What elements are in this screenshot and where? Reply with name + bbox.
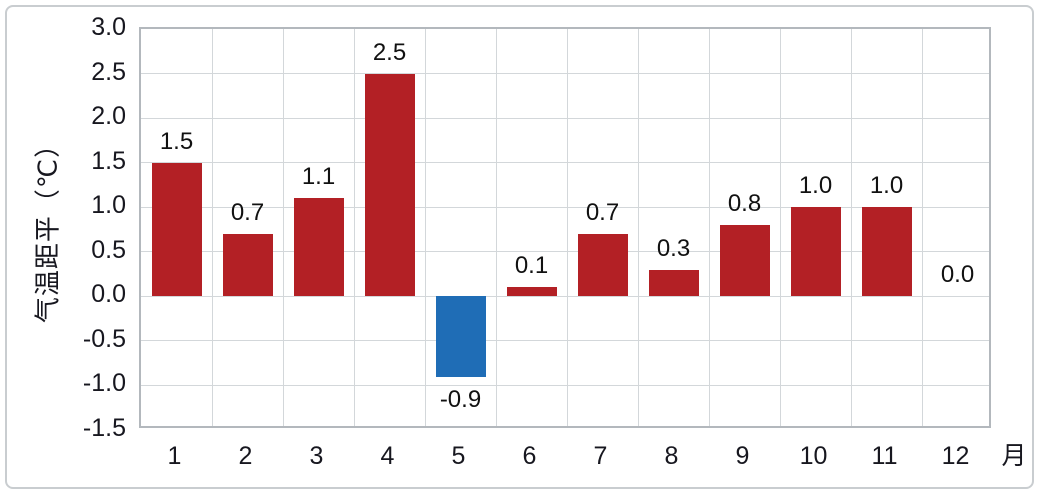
- bar-value-label: 1.5: [159, 127, 194, 155]
- gridline-vertical: [211, 29, 213, 426]
- gridline-vertical: [566, 29, 568, 426]
- bar-value-label: 0.7: [585, 198, 620, 226]
- bar-value-label: -0.9: [439, 385, 482, 413]
- gridline-vertical: [424, 29, 426, 426]
- y-tick-label: 1.5: [91, 146, 126, 175]
- gridline-horizontal: [141, 73, 989, 75]
- gridline-horizontal: [141, 340, 989, 342]
- bar-month-1: [151, 162, 202, 297]
- bar-value-label: 2.5: [372, 38, 407, 66]
- bar-month-11: [861, 207, 912, 297]
- y-tick-label: 2.5: [91, 57, 126, 86]
- x-tick-label-month-1: 1: [167, 442, 182, 470]
- gridline-horizontal: [141, 384, 989, 386]
- x-tick-label-month-12: 12: [941, 442, 970, 470]
- y-tick-label: -1.5: [82, 414, 126, 442]
- x-tick-label-month-5: 5: [451, 442, 466, 470]
- gridline-vertical: [708, 29, 710, 426]
- bar-month-9: [719, 225, 770, 297]
- bar-month-4: [364, 73, 415, 297]
- gridline-horizontal: [141, 206, 989, 208]
- x-tick-label-month-3: 3: [309, 442, 324, 470]
- bar-value-label: 1.0: [798, 172, 833, 200]
- y-tick-label: 0.0: [91, 280, 126, 309]
- x-tick-label-month-10: 10: [799, 442, 828, 470]
- bar-value-label: 0.8: [727, 190, 762, 218]
- y-tick-label: -1.0: [82, 369, 126, 398]
- bar-value-label: 1.0: [869, 172, 904, 200]
- gridline-horizontal: [141, 162, 989, 164]
- gridline-vertical: [850, 29, 852, 426]
- bar-month-10: [790, 207, 841, 297]
- bar-month-3: [293, 198, 344, 297]
- bar-value-label: 0.0: [940, 261, 975, 289]
- bar-month-6: [506, 287, 557, 297]
- gridline-horizontal: [141, 251, 989, 253]
- bar-month-7: [577, 233, 628, 297]
- y-tick-label: 1.0: [91, 191, 126, 220]
- x-tick-label-month-8: 8: [664, 442, 679, 470]
- bar-value-label: 0.3: [656, 234, 691, 262]
- x-tick-label-month-4: 4: [380, 442, 395, 470]
- gridline-vertical: [495, 29, 497, 426]
- bar-month-8: [648, 269, 699, 297]
- gridline-vertical: [921, 29, 923, 426]
- bar-month-5: [435, 296, 486, 377]
- gridline-horizontal: [141, 295, 989, 297]
- y-tick-label: -0.5: [82, 324, 126, 353]
- bar-value-label: 0.7: [230, 198, 265, 226]
- x-tick-label-month-2: 2: [238, 442, 253, 470]
- y-tick-label: 0.5: [91, 235, 126, 264]
- y-tick-label: 2.0: [91, 102, 126, 131]
- gridline-vertical: [779, 29, 781, 426]
- chart-frame: [5, 5, 1034, 489]
- bar-value-label: 1.1: [301, 163, 336, 191]
- x-tick-label-month-9: 9: [735, 442, 750, 470]
- bar-month-2: [222, 233, 273, 297]
- gridline-vertical: [637, 29, 639, 426]
- gridline-horizontal: [141, 117, 989, 119]
- x-tick-label-month-11: 11: [871, 442, 898, 470]
- y-tick-label: 3.0: [91, 13, 126, 41]
- gridline-vertical: [282, 29, 284, 426]
- gridline-vertical: [353, 29, 355, 426]
- plot-area: 1.5 0.7 1.1 2.5 -0.9 0.1 0.7 0.3 0.8 1.0 1.0 0.0: [139, 27, 991, 428]
- x-tick-label-month-7: 7: [593, 442, 608, 470]
- bar-value-label: 0.1: [514, 252, 549, 280]
- x-axis-unit-label: 月: [1001, 442, 1027, 470]
- x-tick-label-month-6: 6: [522, 442, 537, 470]
